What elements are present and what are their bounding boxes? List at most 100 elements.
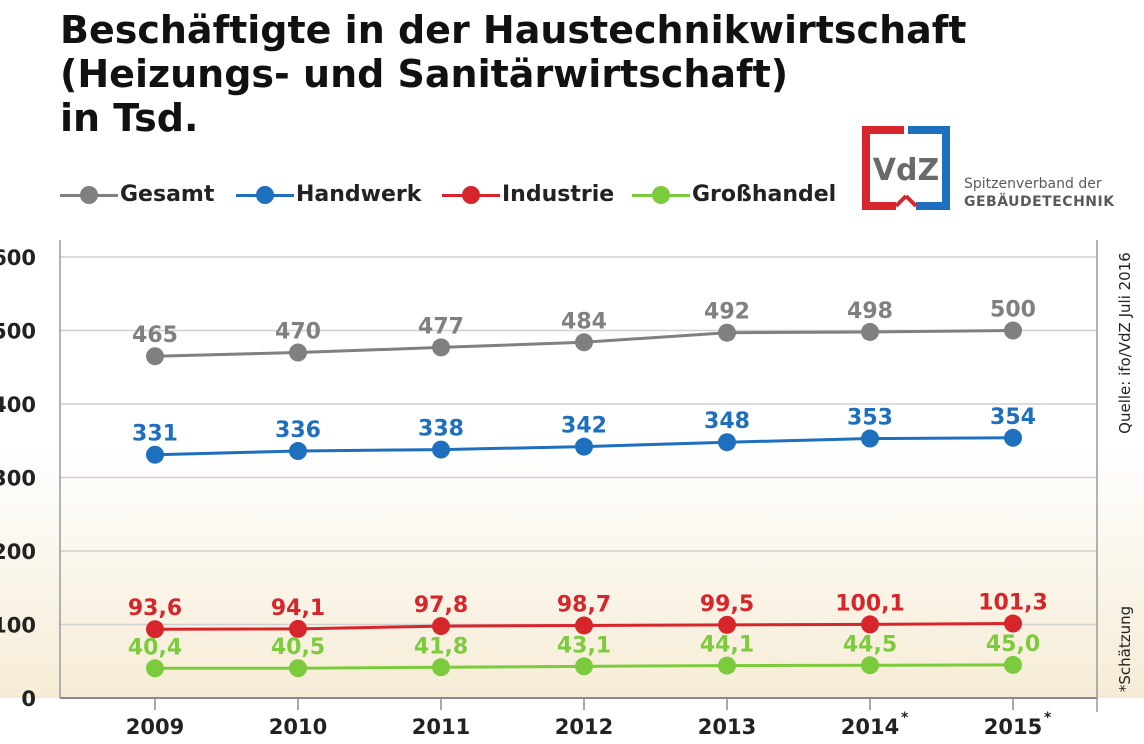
data-point-handwerk-2014	[861, 429, 879, 448]
x-tick-label-2013: 2013	[698, 715, 756, 739]
data-label-handwerk-2010: 336	[275, 418, 321, 443]
data-label-handwerk-2013: 348	[704, 409, 750, 434]
data-point-gesamt-2009	[146, 347, 164, 366]
vdz-logo-mark: VdZ	[862, 126, 950, 210]
data-label-industrie-2010: 94,1	[271, 596, 325, 621]
data-label-grosshandel-2011: 41,8	[414, 634, 468, 659]
data-label-industrie-2009: 93,6	[128, 596, 182, 621]
data-label-handwerk-2014: 353	[847, 406, 893, 431]
y-axis-ticks: 0 100 200 300 400 500 600	[0, 246, 36, 711]
x-tick-estimate-marker-2014: *	[901, 710, 909, 726]
data-label-industrie-2013: 99,5	[700, 592, 754, 617]
estimate-note: *Schätzung	[1116, 605, 1134, 693]
legend-marker-handwerk	[256, 186, 274, 204]
source-note: Quelle: ifo/VdZ Juli 2016	[1116, 252, 1134, 434]
y-tick-label-0: 0	[21, 687, 36, 711]
data-point-grosshandel-2010	[289, 659, 307, 678]
logo-mark-text: VdZ	[873, 153, 939, 188]
y-tick-label-100: 100	[0, 614, 36, 638]
axes	[59, 240, 1098, 712]
data-label-gesamt-2015: 500	[990, 298, 1036, 323]
logo-notch	[894, 194, 918, 208]
data-label-gesamt-2014: 498	[847, 299, 893, 324]
title-line-1: Beschäftigte in der Haustechnikwirtschaf…	[60, 8, 967, 52]
series-gesamt: 465 470 477 484 492 498 500	[132, 298, 1036, 366]
x-tick-label-2012: 2012	[555, 715, 613, 739]
logo-tagline-bold: GEBÄUDETECHNIK	[964, 194, 1115, 210]
y-tick-label-400: 400	[0, 393, 36, 417]
title-line-3: in Tsd.	[60, 96, 199, 140]
data-label-gesamt-2013: 492	[704, 300, 750, 325]
x-axis-ticks: 2009 2010 2011 2012 2013 2014 * 2015 *	[126, 698, 1052, 739]
data-label-grosshandel-2012: 43,1	[557, 633, 611, 658]
data-label-industrie-2011: 97,8	[414, 593, 468, 618]
data-point-gesamt-2013	[718, 323, 736, 342]
x-tick-label-2014: 2014	[841, 715, 899, 739]
data-point-grosshandel-2015	[1004, 655, 1022, 674]
legend-marker-gesamt	[80, 186, 98, 204]
grid-lines	[60, 256, 1097, 626]
data-label-handwerk-2009: 331	[132, 422, 178, 447]
legend-label-grosshandel: Großhandel	[692, 182, 837, 207]
data-label-gesamt-2012: 484	[561, 309, 607, 334]
data-label-grosshandel-2014: 44,5	[843, 632, 897, 657]
data-point-gesamt-2015	[1004, 321, 1022, 340]
x-tick-label-2015: 2015	[984, 715, 1042, 739]
y-tick-label-200: 200	[0, 540, 36, 564]
data-point-handwerk-2010	[289, 442, 307, 461]
data-label-industrie-2012: 98,7	[557, 592, 611, 617]
data-point-gesamt-2011	[432, 338, 450, 357]
x-tick-estimate-marker-2015: *	[1044, 710, 1052, 726]
data-point-gesamt-2012	[575, 333, 593, 352]
data-point-grosshandel-2009	[146, 659, 164, 678]
logo-red-bracket	[862, 126, 904, 210]
legend-marker-industrie	[462, 186, 480, 204]
data-point-grosshandel-2014	[861, 656, 879, 675]
data-point-handwerk-2015	[1004, 428, 1022, 447]
data-label-grosshandel-2013: 44,1	[700, 633, 754, 658]
vdz-logo: VdZ Spitzenverband der GEBÄUDETECHNIK	[862, 122, 1114, 214]
legend-label-gesamt: Gesamt	[120, 182, 215, 207]
data-point-handwerk-2013	[718, 433, 736, 452]
x-tick-label-2011: 2011	[412, 715, 470, 739]
data-point-industrie-2013	[718, 615, 736, 634]
x-tick-label-2009: 2009	[126, 715, 184, 739]
series-industrie: 93,6 94,1 97,8 98,7 99,5 100,1 101,3	[128, 591, 1048, 639]
x-tick-label-2010: 2010	[269, 715, 327, 739]
data-label-industrie-2014: 100,1	[835, 591, 905, 616]
data-point-industrie-2010	[289, 619, 307, 638]
logo-blue-bracket	[908, 126, 950, 210]
data-point-grosshandel-2012	[575, 657, 593, 676]
data-label-grosshandel-2015: 45,0	[986, 632, 1040, 657]
data-point-gesamt-2010	[289, 343, 307, 362]
legend-label-industrie: Industrie	[502, 182, 615, 207]
logo-tagline: Spitzenverband der	[964, 176, 1102, 192]
data-label-gesamt-2011: 477	[418, 314, 464, 339]
data-label-grosshandel-2009: 40,4	[128, 635, 182, 660]
data-point-handwerk-2012	[575, 437, 593, 456]
series-grosshandel: 40,4 40,5 41,8 43,1 44,1 44,5 45,0	[128, 632, 1040, 678]
data-point-grosshandel-2011	[432, 658, 450, 677]
data-label-gesamt-2009: 465	[132, 323, 178, 348]
series-handwerk: 331 336 338 342 348 353 354	[132, 405, 1036, 464]
data-point-industrie-2012	[575, 616, 593, 635]
data-point-gesamt-2014	[861, 322, 879, 341]
data-label-grosshandel-2010: 40,5	[271, 635, 325, 660]
data-point-handwerk-2011	[432, 440, 450, 459]
plot-background	[0, 240, 1144, 698]
y-tick-label-300: 300	[0, 467, 36, 491]
legend-marker-grosshandel	[652, 186, 670, 204]
data-point-handwerk-2009	[146, 445, 164, 464]
legend-label-handwerk: Handwerk	[296, 182, 422, 207]
data-label-handwerk-2015: 354	[990, 405, 1036, 430]
title-line-2: (Heizungs- und Sanitärwirtschaft)	[60, 52, 789, 96]
y-tick-label-500: 500	[0, 320, 36, 344]
data-label-industrie-2015: 101,3	[978, 591, 1048, 616]
data-point-industrie-2014	[861, 615, 879, 634]
data-label-gesamt-2010: 470	[275, 320, 321, 345]
y-tick-label-600: 600	[0, 246, 36, 270]
data-label-handwerk-2011: 338	[418, 417, 464, 442]
data-point-grosshandel-2013	[718, 656, 736, 675]
